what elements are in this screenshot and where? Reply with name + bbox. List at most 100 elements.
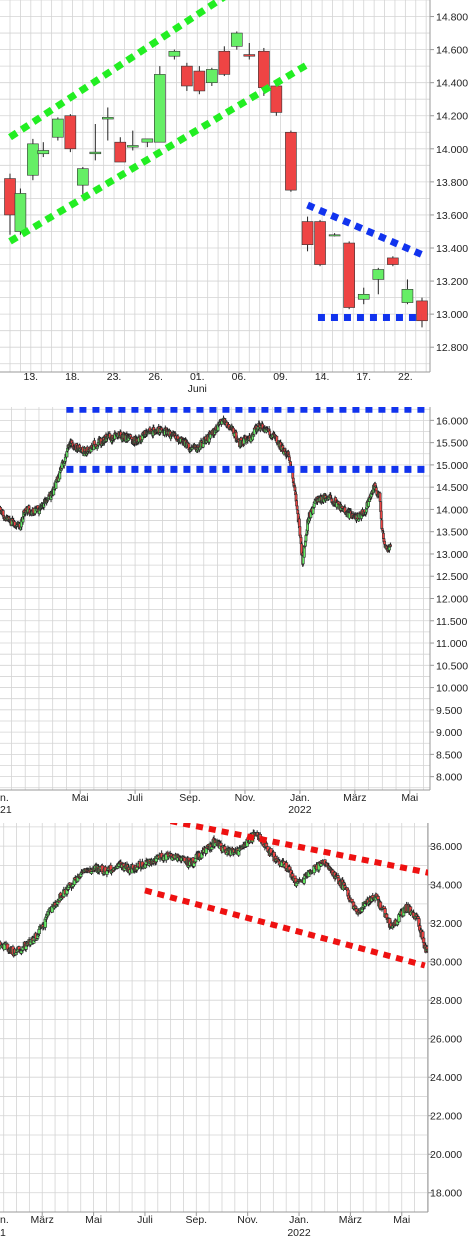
- candle-down: [421, 937, 426, 943]
- trend-lines: [144, 823, 428, 969]
- x-tick-label: 09.: [273, 371, 288, 383]
- x-tick-label: 17.: [356, 371, 371, 383]
- candle-up: [231, 32, 243, 47]
- candle-down: [264, 843, 269, 847]
- candle-up: [140, 440, 144, 442]
- x-tick-label: Sep.: [179, 792, 201, 804]
- candle-down: [17, 946, 21, 950]
- candles: [0, 829, 428, 958]
- red-trend-line: [144, 887, 426, 969]
- y-tick-label: 36.000: [430, 841, 462, 853]
- candle-down: [378, 901, 383, 909]
- candle-down: [119, 431, 123, 437]
- y-tick-label: 14.000: [436, 144, 468, 156]
- y-tick-label: 10.000: [436, 683, 468, 695]
- y-tick-label: 11.500: [436, 616, 467, 628]
- candle-down: [374, 485, 378, 488]
- grid: [0, 823, 428, 1213]
- candle-up: [158, 432, 162, 435]
- candle-up: [210, 846, 214, 850]
- candle-up: [141, 138, 154, 143]
- candle-up: [328, 234, 341, 237]
- candle-down: [343, 242, 355, 308]
- candle-up: [14, 952, 18, 955]
- candle-down: [268, 430, 272, 436]
- x-tick-label: Nov.: [235, 792, 256, 804]
- trend-lines: [66, 407, 430, 473]
- candle-down: [295, 505, 299, 510]
- chart-panel-top: 14.800 14.600 14.400 14.200 14.000 13.800 13.6…: [0, 0, 468, 395]
- y-tick-label: 30.000: [430, 957, 462, 969]
- x-sublabel: 21: [0, 804, 12, 816]
- candle-up: [401, 289, 414, 303]
- x-tick-label: 26.: [148, 371, 163, 383]
- y-tick-label: 14.200: [436, 111, 468, 123]
- candle-up: [372, 269, 385, 280]
- candle-up: [126, 145, 139, 148]
- x-sublabel: 1: [0, 1227, 6, 1239]
- x-edge-label: n.: [0, 792, 9, 804]
- candle-down: [381, 530, 385, 533]
- y-tick-label: 13.400: [436, 243, 468, 255]
- candle-down: [288, 456, 291, 461]
- y-tick-label: 13.600: [436, 210, 468, 222]
- candle-down: [299, 534, 302, 538]
- chart-panel-bottom: 36.000 34.000 32.000 30.000 28.000 26.000 24.0…: [0, 823, 462, 1239]
- candle-down: [383, 540, 386, 545]
- candle-down: [5, 943, 10, 950]
- y-tick-label: 24.000: [430, 1072, 462, 1084]
- y-tick-label: 32.000: [430, 918, 462, 930]
- candle-down: [389, 544, 392, 547]
- candle-down: [64, 115, 77, 150]
- candle-up: [54, 481, 58, 489]
- candle-down: [218, 50, 231, 75]
- y-tick-label: 14.500: [436, 482, 468, 494]
- candle-up: [206, 69, 218, 83]
- y-tick-label: 13.500: [436, 527, 468, 539]
- x-sublabel: Juni: [188, 383, 207, 395]
- y-tick-label: 10.500: [436, 660, 468, 672]
- x-tick-label: 06.: [232, 371, 247, 383]
- candle-down: [176, 435, 180, 440]
- y-tick-label: 18.000: [430, 1188, 462, 1200]
- candle-up: [27, 143, 39, 176]
- candle-up: [86, 451, 90, 454]
- x-tick-label: Mai: [85, 1214, 102, 1226]
- x-sublabel: 2022: [287, 1227, 311, 1239]
- y-tick-label: 26.000: [430, 1034, 462, 1046]
- x-tick-label: 23.: [107, 371, 122, 383]
- candle-down: [301, 221, 314, 245]
- y-tick-label: 8.000: [436, 772, 462, 784]
- red-trend-line: [170, 823, 428, 876]
- y-tick-label: 34.000: [430, 880, 462, 892]
- y-tick-label: 13.000: [436, 309, 468, 321]
- y-tick-label: 12.800: [436, 342, 468, 354]
- x-tick-label: Jan.: [290, 792, 310, 804]
- candle-down: [378, 492, 382, 502]
- y-tick-label: 13.000: [436, 549, 468, 561]
- candle-up: [96, 445, 100, 448]
- x-tick-label: Juli: [137, 1214, 153, 1226]
- grid: [0, 0, 430, 372]
- y-tick-label: 14.800: [436, 12, 468, 24]
- candle-up: [101, 117, 114, 120]
- candle-down: [379, 501, 383, 512]
- candle-down: [380, 519, 384, 530]
- candle-up: [35, 938, 39, 941]
- y-tick-label: 9.000: [436, 727, 462, 739]
- green-trend-line: [8, 0, 226, 141]
- x-tick-label: Sep.: [186, 1214, 208, 1226]
- candle-up: [37, 929, 41, 935]
- x-tick-label: Mai: [401, 792, 418, 804]
- x-tick-label: Jan.: [289, 1214, 309, 1226]
- candle-down: [258, 50, 270, 88]
- candle-down: [387, 257, 399, 265]
- candle-down: [427, 948, 428, 953]
- candle-down: [4, 178, 16, 216]
- y-tick-label: 28.000: [430, 995, 462, 1007]
- candle-down: [129, 434, 133, 438]
- candle-down: [114, 141, 127, 163]
- x-edge-label: n.: [0, 1214, 9, 1226]
- candles: [0, 415, 392, 567]
- candle-down: [287, 454, 291, 457]
